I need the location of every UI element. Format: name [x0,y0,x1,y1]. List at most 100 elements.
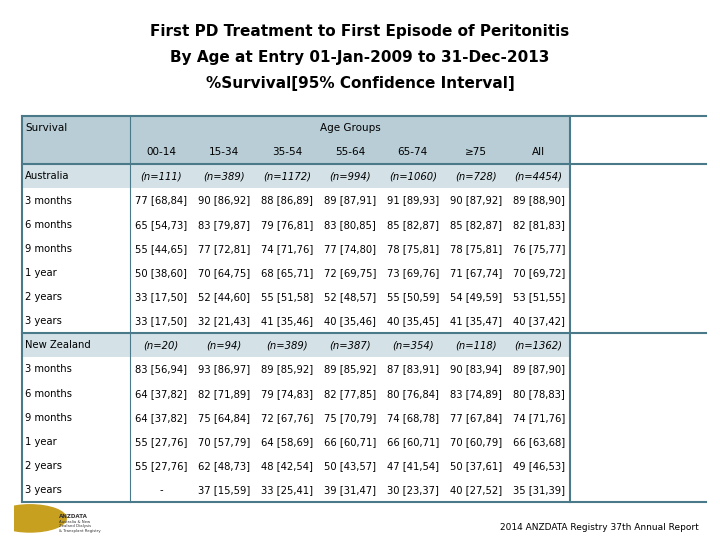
Text: 68 [65,71]: 68 [65,71] [261,268,313,278]
Text: 1 year: 1 year [25,437,57,447]
Text: 72 [69,75]: 72 [69,75] [324,268,376,278]
Text: 2 years: 2 years [25,292,62,302]
Text: 80 [78,83]: 80 [78,83] [513,389,564,399]
Bar [130,116,570,140]
Text: 40 [37,42]: 40 [37,42] [513,316,564,326]
Bar [22,357,130,382]
Text: (n=111): (n=111) [140,171,182,181]
Bar [22,382,130,406]
Bar [507,357,570,382]
Text: 66 [60,71]: 66 [60,71] [324,437,376,447]
Text: First PD Treatment to First Episode of Peritonitis: First PD Treatment to First Episode of P… [150,24,570,39]
Text: 39 [31,47]: 39 [31,47] [324,485,376,495]
Text: %Survival[95% Confidence Interval]: %Survival[95% Confidence Interval] [206,76,514,91]
Text: 85 [82,87]: 85 [82,87] [387,220,439,229]
Bar [193,188,256,213]
Text: 88 [86,89]: 88 [86,89] [261,195,313,206]
Text: ≥75: ≥75 [465,147,487,157]
Bar [130,430,193,454]
Bar [256,164,318,188]
Text: 55 [51,58]: 55 [51,58] [261,292,313,302]
Circle shape [0,505,66,532]
Text: 15-34: 15-34 [209,147,239,157]
Bar [22,285,130,309]
Text: 74 [68,78]: 74 [68,78] [387,413,439,423]
Text: (n=994): (n=994) [329,171,371,181]
Text: 3 years: 3 years [25,485,62,495]
Bar [507,333,570,357]
Text: 65 [54,73]: 65 [54,73] [135,220,187,229]
Bar [130,188,193,213]
Text: 50 [43,57]: 50 [43,57] [324,461,376,471]
Bar [318,285,382,309]
Bar [507,454,570,478]
Bar [256,478,318,502]
Text: 89 [85,92]: 89 [85,92] [324,364,376,374]
Bar [444,357,507,382]
Bar [256,261,318,285]
Bar [256,188,318,213]
Text: New Zealand: New Zealand [25,340,91,350]
Text: 62 [48,73]: 62 [48,73] [198,461,250,471]
Text: 66 [60,71]: 66 [60,71] [387,437,439,447]
Bar [256,406,318,430]
Bar [318,382,382,406]
Bar [193,164,256,188]
Bar [22,333,130,357]
Bar [507,140,570,164]
Bar [382,454,444,478]
Bar [318,333,382,357]
Bar [444,333,507,357]
Bar [22,116,130,140]
Text: 76 [75,77]: 76 [75,77] [513,244,565,254]
Text: (n=389): (n=389) [266,340,308,350]
Text: 40 [35,45]: 40 [35,45] [387,316,438,326]
Bar [130,140,193,164]
Text: Australia & New
Zealand Dialysis
& Transplant Registry: Australia & New Zealand Dialysis & Trans… [59,520,101,533]
Bar [318,357,382,382]
Bar [130,285,193,309]
Bar [507,406,570,430]
Bar [318,237,382,261]
Bar [193,309,256,333]
Text: 48 [42,54]: 48 [42,54] [261,461,313,471]
Text: 41 [35,47]: 41 [35,47] [450,316,502,326]
Bar [256,309,318,333]
Text: 50 [37,61]: 50 [37,61] [450,461,502,471]
Text: Age Groups: Age Groups [320,123,380,133]
Bar [22,430,130,454]
Text: 55 [50,59]: 55 [50,59] [387,292,439,302]
Text: 55-64: 55-64 [335,147,365,157]
Bar [444,406,507,430]
Bar [256,454,318,478]
Bar [507,213,570,237]
Text: 40 [35,46]: 40 [35,46] [324,316,376,326]
Bar [193,430,256,454]
Bar [256,140,318,164]
Text: 72 [67,76]: 72 [67,76] [261,413,313,423]
Bar [507,188,570,213]
Text: 89 [85,92]: 89 [85,92] [261,364,313,374]
Text: 37 [15,59]: 37 [15,59] [198,485,250,495]
Bar [22,309,130,333]
Text: 55 [27,76]: 55 [27,76] [135,437,187,447]
Text: 78 [75,81]: 78 [75,81] [387,244,439,254]
Bar [382,164,444,188]
Text: (n=1060): (n=1060) [389,171,437,181]
Text: Australia: Australia [25,171,70,181]
Bar [22,454,130,478]
Text: By Age at Entry 01-Jan-2009 to 31-Dec-2013: By Age at Entry 01-Jan-2009 to 31-Dec-20… [171,50,549,65]
Text: 33 [17,50]: 33 [17,50] [135,316,187,326]
Bar [382,188,444,213]
Text: 87 [83,91]: 87 [83,91] [387,364,439,374]
Bar [444,382,507,406]
Text: 90 [86,92]: 90 [86,92] [198,195,250,206]
Bar [507,164,570,188]
Bar [130,309,193,333]
Bar [382,261,444,285]
Bar [318,430,382,454]
Text: 70 [57,79]: 70 [57,79] [198,437,250,447]
Bar [318,140,382,164]
Bar [22,406,130,430]
Bar [22,140,130,164]
